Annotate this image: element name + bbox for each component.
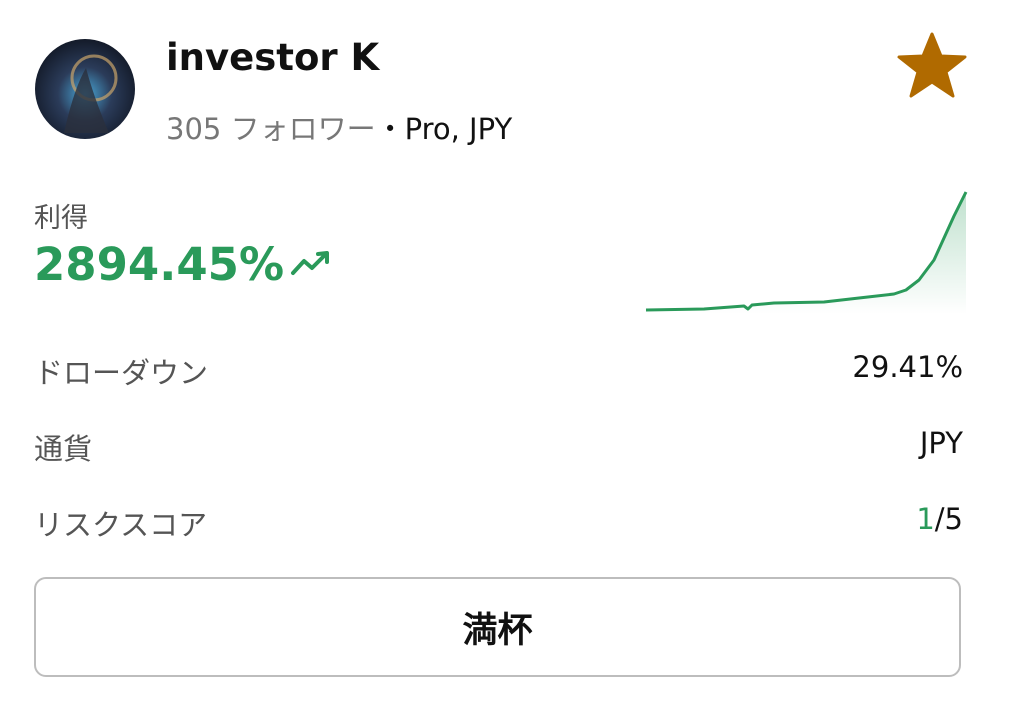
profit-value: 2894.45% <box>34 238 285 291</box>
profit-label: 利得 <box>34 203 88 234</box>
stat-label: ドローダウン <box>34 356 209 390</box>
risk-score: 1 <box>916 502 935 536</box>
trend-icon <box>291 251 329 275</box>
user-meta: 305 フォロワー・Pro, JPY <box>166 106 512 148</box>
stat-value: 1/5 <box>916 502 963 536</box>
user-name[interactable]: investor K <box>166 36 380 79</box>
favorite-star[interactable] <box>896 30 968 102</box>
full-button[interactable]: 満杯 <box>34 577 961 677</box>
stat-label: 通貨 <box>34 432 93 466</box>
plan: Pro, JPY <box>404 112 513 146</box>
risk-max: /5 <box>934 502 963 536</box>
followers: 305 フォロワー <box>166 112 376 146</box>
stat-value: JPY <box>919 426 963 460</box>
stat-label: リスクスコア <box>34 508 208 542</box>
avatar[interactable] <box>34 38 136 140</box>
sparkline <box>645 191 968 314</box>
separator: ・ <box>375 112 405 146</box>
stat-value: 29.41% <box>852 350 963 384</box>
button-label: 満杯 <box>462 610 533 651</box>
